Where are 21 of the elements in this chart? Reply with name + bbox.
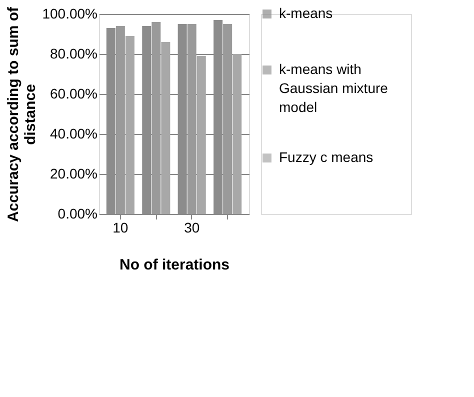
legend-label: k-means bbox=[279, 5, 333, 21]
x-tick-label: 30 bbox=[184, 220, 200, 236]
y-tick-label: 20.00% bbox=[50, 166, 98, 182]
y-tick-label: 0.00% bbox=[58, 206, 98, 222]
x-tick-label: 10 bbox=[112, 220, 128, 236]
y-tick-label: 60.00% bbox=[50, 86, 98, 102]
bar bbox=[152, 22, 161, 214]
bar bbox=[187, 24, 196, 214]
legend-label: Fuzzy c means bbox=[279, 149, 374, 165]
y-axis-title: Accuracy according to sum of distance bbox=[5, 6, 40, 222]
x-axis-title: No of iterations bbox=[119, 256, 230, 274]
bar bbox=[116, 26, 125, 214]
bar bbox=[161, 42, 170, 214]
bar bbox=[223, 24, 232, 214]
y-tick-label: 40.00% bbox=[50, 126, 98, 142]
y-tick-label: 100.00% bbox=[42, 6, 98, 22]
y-tick-label: 80.00% bbox=[50, 46, 98, 62]
bar bbox=[196, 56, 206, 214]
bar bbox=[125, 36, 134, 214]
legend-label: k-means with Gaussian mixture model bbox=[279, 61, 388, 115]
bar bbox=[232, 54, 242, 214]
